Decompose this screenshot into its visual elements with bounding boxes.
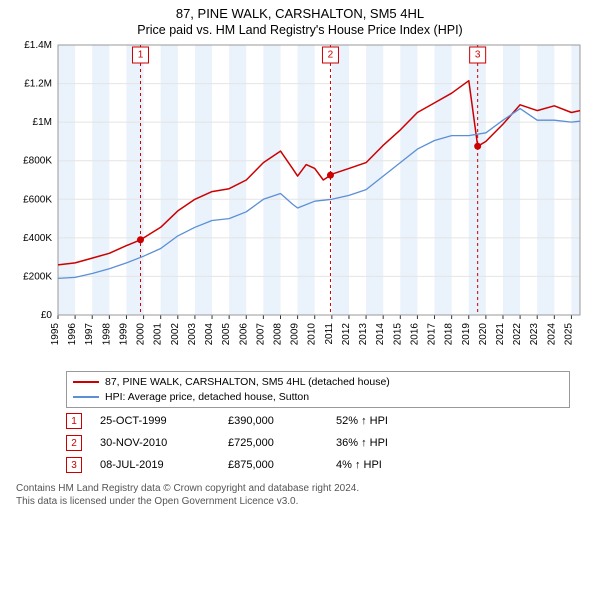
svg-text:2012: 2012: [341, 323, 352, 346]
event-row: 1 25-OCT-1999 £390,000 52% ↑ HPI: [66, 410, 570, 432]
svg-text:2004: 2004: [204, 323, 215, 346]
event-price: £390,000: [228, 415, 318, 427]
svg-text:£800K: £800K: [23, 156, 52, 167]
svg-text:2021: 2021: [495, 323, 506, 346]
event-number-badge: 3: [66, 457, 82, 473]
svg-text:1995: 1995: [50, 323, 61, 346]
svg-text:£200K: £200K: [23, 271, 52, 282]
svg-text:2015: 2015: [392, 323, 403, 346]
svg-text:2011: 2011: [324, 323, 335, 345]
footer-line: Contains HM Land Registry data © Crown c…: [16, 482, 570, 495]
svg-text:2007: 2007: [255, 323, 266, 346]
event-number-badge: 2: [66, 435, 82, 451]
footer-attribution: Contains HM Land Registry data © Crown c…: [16, 482, 570, 508]
legend-label: 87, PINE WALK, CARSHALTON, SM5 4HL (deta…: [105, 375, 390, 390]
svg-text:2023: 2023: [529, 323, 540, 346]
svg-text:2018: 2018: [444, 323, 455, 346]
event-date: 08-JUL-2019: [100, 459, 210, 471]
svg-text:3: 3: [475, 50, 481, 61]
price-chart: £0 £200K £400K £600K £800K £1M £1.2M £1.4M 1995 1…: [0, 37, 600, 367]
svg-text:2000: 2000: [136, 323, 147, 346]
event-row: 3 08-JUL-2019 £875,000 4% ↑ HPI: [66, 454, 570, 476]
svg-text:1998: 1998: [101, 323, 112, 346]
event-pct: 4% ↑ HPI: [336, 459, 382, 471]
svg-text:1997: 1997: [84, 323, 95, 346]
legend-item: 87, PINE WALK, CARSHALTON, SM5 4HL (deta…: [73, 375, 563, 390]
legend-label: HPI: Average price, detached house, Sutt…: [105, 390, 309, 405]
svg-text:2006: 2006: [238, 323, 249, 346]
svg-text:2025: 2025: [563, 323, 574, 346]
chart-container: 87, PINE WALK, CARSHALTON, SM5 4HL Price…: [0, 6, 600, 596]
svg-text:2: 2: [328, 50, 334, 61]
event-pct: 52% ↑ HPI: [336, 415, 388, 427]
svg-text:2013: 2013: [358, 323, 369, 346]
svg-text:1: 1: [138, 50, 144, 61]
svg-text:2003: 2003: [187, 323, 198, 346]
chart-title: 87, PINE WALK, CARSHALTON, SM5 4HL: [0, 6, 600, 21]
legend: 87, PINE WALK, CARSHALTON, SM5 4HL (deta…: [66, 371, 570, 408]
legend-item: HPI: Average price, detached house, Sutt…: [73, 390, 563, 405]
svg-text:2005: 2005: [221, 323, 232, 346]
chart-subtitle: Price paid vs. HM Land Registry's House …: [0, 23, 600, 37]
event-pct: 36% ↑ HPI: [336, 437, 388, 449]
footer-line: This data is licensed under the Open Gov…: [16, 495, 570, 508]
svg-text:2010: 2010: [307, 323, 318, 346]
svg-text:£1M: £1M: [33, 117, 52, 128]
svg-text:2017: 2017: [427, 323, 438, 346]
svg-text:1996: 1996: [67, 323, 78, 346]
svg-text:£0: £0: [41, 310, 53, 321]
event-price: £875,000: [228, 459, 318, 471]
event-price: £725,000: [228, 437, 318, 449]
event-row: 2 30-NOV-2010 £725,000 36% ↑ HPI: [66, 432, 570, 454]
svg-text:£1.2M: £1.2M: [24, 79, 52, 90]
legend-swatch: [73, 381, 99, 383]
svg-text:2022: 2022: [512, 323, 523, 346]
svg-text:2014: 2014: [375, 323, 386, 346]
svg-text:1999: 1999: [118, 323, 129, 346]
event-date: 30-NOV-2010: [100, 437, 210, 449]
svg-text:2009: 2009: [290, 323, 301, 346]
event-number-badge: 1: [66, 413, 82, 429]
events-table: 1 25-OCT-1999 £390,000 52% ↑ HPI 2 30-NO…: [66, 410, 570, 476]
svg-text:2016: 2016: [409, 323, 420, 346]
svg-text:2002: 2002: [170, 323, 181, 346]
svg-text:£1.4M: £1.4M: [24, 40, 52, 51]
svg-text:2020: 2020: [478, 323, 489, 346]
svg-text:2019: 2019: [461, 323, 472, 346]
svg-text:2008: 2008: [272, 323, 283, 346]
svg-text:2001: 2001: [153, 323, 164, 346]
event-date: 25-OCT-1999: [100, 415, 210, 427]
svg-text:2024: 2024: [546, 323, 557, 346]
svg-text:£600K: £600K: [23, 194, 52, 205]
legend-swatch: [73, 396, 99, 398]
svg-text:£400K: £400K: [23, 233, 52, 244]
